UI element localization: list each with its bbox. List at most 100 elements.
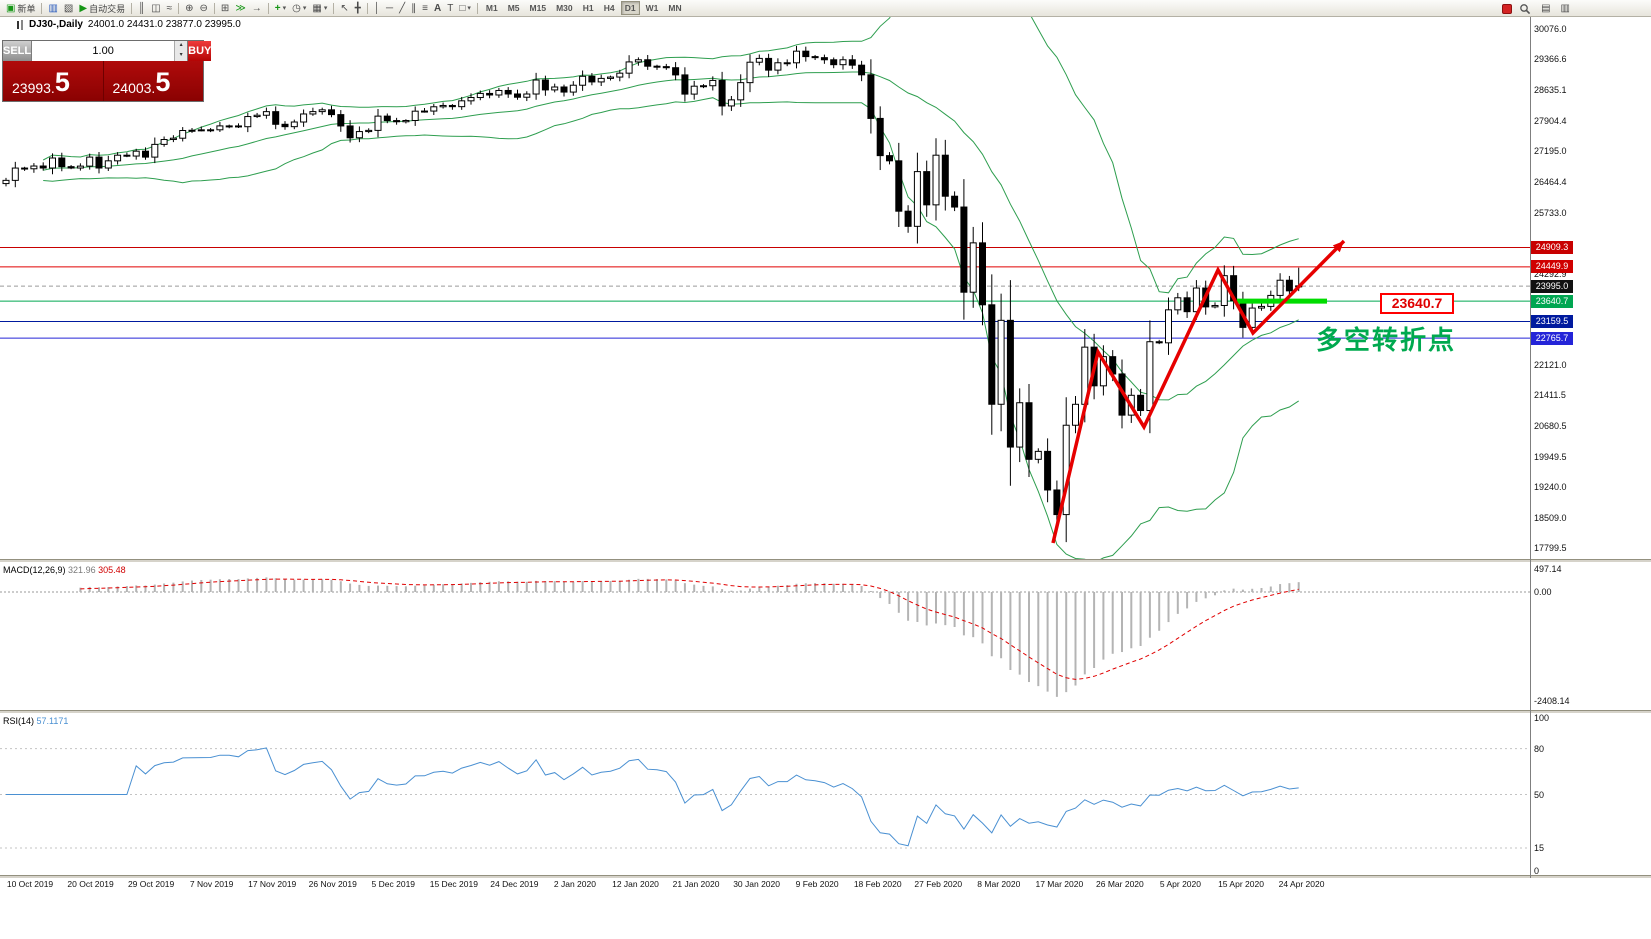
text-tool-button[interactable]: A: [431, 1, 444, 16]
date-tick: 8 Mar 2020: [977, 879, 1021, 889]
trendline-button[interactable]: ╱: [396, 1, 408, 16]
rsi-label: RSI(14) 57.1171: [3, 716, 68, 726]
zoom-in-button[interactable]: ⊕: [182, 1, 196, 16]
line-chart-button[interactable]: ≈: [164, 1, 176, 16]
rsi-axis-tick: 100: [1534, 713, 1550, 723]
timeframe-m30[interactable]: M30: [556, 3, 573, 13]
one-click-trade-panel: SELL ▴ ▾ BUY 23993. 5 24003. 5: [2, 40, 212, 102]
chart-shift-button[interactable]: →: [249, 1, 265, 16]
navigator-icon: ▧: [63, 2, 74, 14]
price-tick: 19240.0: [1534, 482, 1567, 493]
price-line-label: 23640.7: [1531, 294, 1573, 308]
sell-price-panel[interactable]: 23993. 5: [3, 61, 103, 101]
label-tool-button[interactable]: T: [444, 1, 456, 16]
date-tick: 30 Jan 2020: [733, 879, 780, 889]
indicators-button[interactable]: + ▾: [272, 1, 289, 16]
timeframe-d1[interactable]: D1: [620, 1, 640, 15]
auto-scroll-button[interactable]: ≫: [232, 1, 248, 16]
cursor-button[interactable]: ↖: [337, 1, 351, 16]
vertical-line-button[interactable]: │: [371, 1, 383, 16]
timeframe-m1[interactable]: M1: [485, 3, 498, 13]
horizontal-line-button[interactable]: ─: [383, 1, 396, 16]
price-tick: 22121.0: [1534, 360, 1567, 371]
sell-button[interactable]: SELL: [3, 41, 33, 61]
zoom-in-icon: ⊕: [185, 2, 194, 14]
news-alert-icon[interactable]: [1502, 3, 1513, 14]
text-tool-icon: A: [434, 2, 442, 14]
buy-price-panel[interactable]: 24003. 5: [102, 61, 204, 101]
rsi-name: RSI(14): [3, 716, 35, 726]
date-tick: 21 Jan 2020: [672, 879, 720, 889]
trade-controls-row: SELL ▴ ▾ BUY: [3, 41, 212, 61]
templates-button[interactable]: ▦ ▾: [309, 1, 330, 16]
date-tick: 10 Oct 2019: [6, 879, 54, 889]
timeframe-w1[interactable]: W1: [645, 3, 659, 13]
chart-shift-icon: →: [251, 2, 262, 14]
toolbar-separator: [267, 2, 269, 14]
toolbar-separator: [131, 2, 133, 14]
candlestick-button[interactable]: ◫: [148, 1, 163, 16]
spinner-up-icon[interactable]: ▴: [175, 41, 188, 51]
shapes-icon: □: [459, 2, 466, 14]
shapes-button[interactable]: □ ▾: [456, 1, 474, 16]
macd-signal-value: 305.48: [98, 565, 126, 575]
crosshair-button[interactable]: ╋: [352, 1, 364, 16]
search-button[interactable]: [1516, 1, 1534, 16]
macd-axis-tick: -2408.14: [1534, 696, 1570, 707]
date-tick: 9 Feb 2020: [795, 879, 839, 889]
bar-chart-icon: ║: [138, 2, 146, 14]
chevron-down-icon: ▾: [467, 4, 471, 12]
timeframe-m5[interactable]: M5: [507, 3, 520, 13]
channel-button[interactable]: ∥: [408, 1, 419, 16]
date-tick: 26 Nov 2019: [308, 879, 357, 889]
periods-button[interactable]: ◷ ▾: [289, 1, 309, 16]
date-tick: 7 Nov 2019: [189, 879, 234, 889]
pane-divider[interactable]: [0, 559, 1651, 562]
price-line-label: 23995.0: [1531, 279, 1573, 293]
timeframe-mn[interactable]: MN: [668, 3, 682, 13]
pane-divider[interactable]: [0, 710, 1651, 713]
navigator-button[interactable]: ▧: [61, 1, 76, 16]
toolbar-separator: [366, 2, 368, 14]
bar-chart-button[interactable]: ║: [135, 1, 148, 16]
price-line-label: 23159.5: [1531, 314, 1573, 328]
zoom-out-button[interactable]: ⊖: [197, 1, 211, 16]
price-tick: 20680.5: [1534, 421, 1567, 432]
toolbar: ▣ 新单 ▥ ▧ ▶ 自动交易 ║ ◫ ≈ ⊕ ⊖ ⊞ ≫ → + ▾ ◷ ▾ …: [0, 0, 1651, 17]
volume-input[interactable]: [32, 41, 175, 61]
buy-button[interactable]: BUY: [187, 41, 212, 61]
main-chart-canvas[interactable]: [0, 16, 1530, 560]
macd-name: MACD(12,26,9): [3, 565, 66, 575]
timeframe-h4[interactable]: H4: [603, 3, 615, 13]
template-icon: ▦: [312, 2, 322, 14]
macd-canvas[interactable]: [0, 563, 1530, 710]
properties-icon: ▥: [1560, 3, 1570, 14]
trade-prices-row: 23993. 5 24003. 5: [3, 61, 203, 101]
label-tool-icon: T: [447, 2, 454, 14]
new-order-label: 新单: [17, 3, 36, 14]
market-watch-button[interactable]: ▥: [45, 1, 60, 16]
properties-button[interactable]: ▥: [1558, 1, 1573, 16]
time-axis[interactable]: 10 Oct 2019 20 Oct 2019 29 Oct 2019 7 Nov 2…: [0, 878, 1530, 892]
auto-trading-button[interactable]: ▶ 自动交易: [76, 1, 128, 16]
timeframe-m15[interactable]: M15: [529, 3, 547, 13]
axis-border: [1530, 16, 1531, 878]
toolbar-separator: [476, 2, 478, 14]
date-tick: 18 Feb 2020: [853, 879, 902, 889]
price-tick: 17799.5: [1534, 543, 1567, 554]
turning-point-annotation: 多空转折点: [1316, 325, 1457, 355]
price-tick: 18509.0: [1534, 513, 1567, 524]
new-window-button[interactable]: ▤: [1538, 1, 1553, 16]
fibonacci-button[interactable]: ≡: [419, 1, 431, 16]
timeframe-h1[interactable]: H1: [582, 3, 594, 13]
date-tick: 26 Mar 2020: [1096, 879, 1144, 889]
tile-windows-button[interactable]: ⊞: [218, 1, 232, 16]
price-axis[interactable]: 30076.0 29366.6 28635.1 27904.4 27195.0 26464…: [1531, 0, 1650, 939]
date-tick: 17 Mar 2020: [1035, 879, 1084, 889]
toolbar-separator: [178, 2, 180, 14]
date-tick: 5 Apr 2020: [1159, 879, 1201, 889]
rsi-canvas[interactable]: [0, 714, 1530, 875]
spinner-down-icon[interactable]: ▾: [175, 51, 188, 61]
new-order-button[interactable]: ▣ 新单: [3, 1, 38, 16]
